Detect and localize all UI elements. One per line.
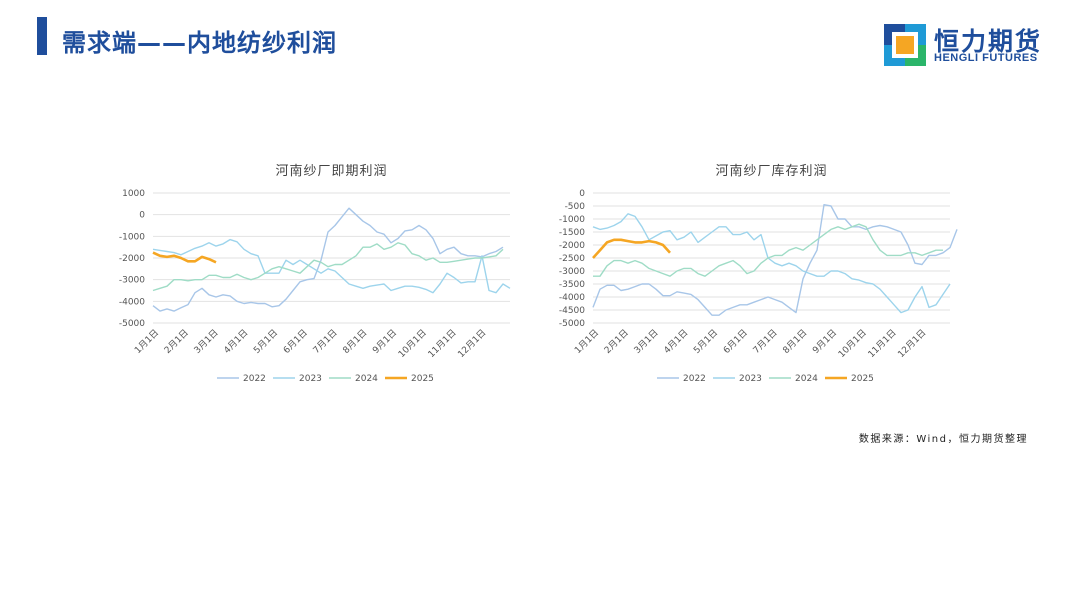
series-line-2024 xyxy=(152,242,504,292)
legend-label-2025: 2025 xyxy=(411,374,434,384)
x-tick-label: 10月1日 xyxy=(836,327,869,360)
series-line-2023 xyxy=(592,213,951,314)
x-tick-label: 11月1日 xyxy=(866,327,899,360)
y-tick-label: -2000 xyxy=(119,254,145,264)
x-tick-label: 7月1日 xyxy=(311,327,340,356)
data-source-note: 数据来源：Wind，恒力期货整理 xyxy=(858,434,1028,445)
series-line-2025 xyxy=(592,238,671,259)
chart-title: 河南纱厂库存利润 xyxy=(715,163,827,179)
y-tick-label: -500 xyxy=(565,202,586,212)
y-tick-label: -3000 xyxy=(559,267,585,277)
y-tick-label: 0 xyxy=(139,211,145,221)
y-tick-label: -4000 xyxy=(119,297,145,307)
hengli-logo-mark-icon xyxy=(884,24,926,66)
x-tick-label: 1月1日 xyxy=(573,327,602,356)
y-tick-label: -2000 xyxy=(559,241,585,251)
x-tick-label: 12月1日 xyxy=(456,327,489,360)
y-tick-label: 0 xyxy=(579,189,585,199)
title-accent-bar xyxy=(37,17,47,55)
x-tick-label: 2月1日 xyxy=(162,327,191,356)
y-tick-label: -1000 xyxy=(559,215,585,225)
x-tick-label: 9月1日 xyxy=(371,327,400,356)
x-tick-label: 8月1日 xyxy=(341,327,370,356)
x-tick-label: 2月1日 xyxy=(602,327,631,356)
x-tick-label: 1月1日 xyxy=(133,327,162,356)
y-tick-label: -3500 xyxy=(559,280,585,290)
hengli-logo: 恒力期货 HENGLI FUTURES xyxy=(884,22,1064,68)
y-tick-label: -5000 xyxy=(559,319,585,329)
y-tick-label: -4500 xyxy=(559,306,585,316)
legend-label-2022: 2022 xyxy=(683,374,706,384)
x-tick-label: 10月1日 xyxy=(396,327,429,360)
x-tick-label: 5月1日 xyxy=(252,327,281,356)
x-tick-label: 9月1日 xyxy=(811,327,840,356)
chart-spot-profit: 河南纱厂即期利润 1000 0 -1000 -2000 -3000 -4000 -50001月… xyxy=(119,163,511,384)
y-tick-label: -5000 xyxy=(119,319,145,329)
chart-title: 河南纱厂即期利润 xyxy=(275,163,387,179)
legend-label-2023: 2023 xyxy=(739,374,762,384)
y-tick-label: -2500 xyxy=(559,254,585,264)
x-tick-label: 7月1日 xyxy=(751,327,780,356)
x-tick-label: 8月1日 xyxy=(781,327,810,356)
y-tick-label: 1000 xyxy=(122,189,145,199)
page-title: 需求端——内地纺纱利润 xyxy=(62,29,337,57)
series-line-2022 xyxy=(152,207,504,312)
x-tick-label: 11月1日 xyxy=(426,327,459,360)
legend-label-2023: 2023 xyxy=(299,374,322,384)
x-tick-label: 3月1日 xyxy=(192,327,221,356)
logo-english-name: HENGLI FUTURES xyxy=(934,52,1038,64)
legend-label-2024: 2024 xyxy=(795,374,818,384)
series-line-2025 xyxy=(152,251,217,264)
legend-label-2025: 2025 xyxy=(851,374,874,384)
x-tick-label: 4月1日 xyxy=(222,327,251,356)
x-tick-label: 6月1日 xyxy=(281,327,310,356)
legend-label-2022: 2022 xyxy=(243,374,266,384)
logo-chinese-name: 恒力期货 xyxy=(934,27,1043,56)
y-tick-label: -4000 xyxy=(559,293,585,303)
y-tick-label: -1500 xyxy=(559,228,585,238)
y-tick-label: -3000 xyxy=(119,276,145,286)
x-tick-label: 5月1日 xyxy=(692,327,721,356)
x-tick-label: 6月1日 xyxy=(721,327,750,356)
series-line-2022 xyxy=(592,204,958,316)
chart-inventory-profit: 河南纱厂库存利润 0 -500 -1000 -1500 -2000 -2500 -3000 -3… xyxy=(559,163,958,384)
y-tick-label: -1000 xyxy=(119,232,145,242)
legend-label-2024: 2024 xyxy=(355,374,378,384)
x-tick-label: 3月1日 xyxy=(632,327,661,356)
series-line-2023 xyxy=(152,238,511,294)
series-line-2024 xyxy=(593,223,943,277)
x-tick-label: 12月1日 xyxy=(896,327,929,360)
x-tick-label: 4月1日 xyxy=(662,327,691,356)
